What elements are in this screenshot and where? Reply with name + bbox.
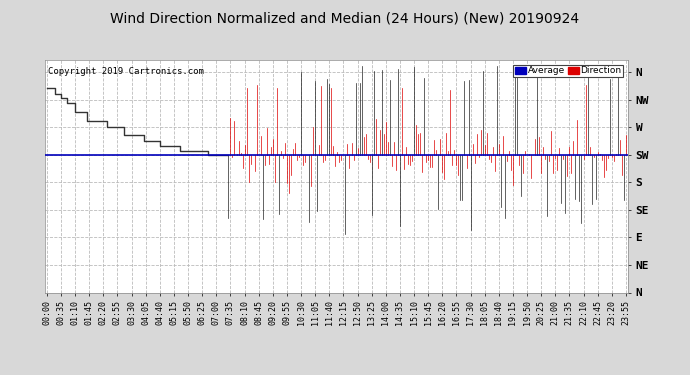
Text: Copyright 2019 Cartronics.com: Copyright 2019 Cartronics.com xyxy=(48,67,204,76)
Legend: Average, Direction: Average, Direction xyxy=(513,64,623,77)
Text: Wind Direction Normalized and Median (24 Hours) (New) 20190924: Wind Direction Normalized and Median (24… xyxy=(110,11,580,25)
